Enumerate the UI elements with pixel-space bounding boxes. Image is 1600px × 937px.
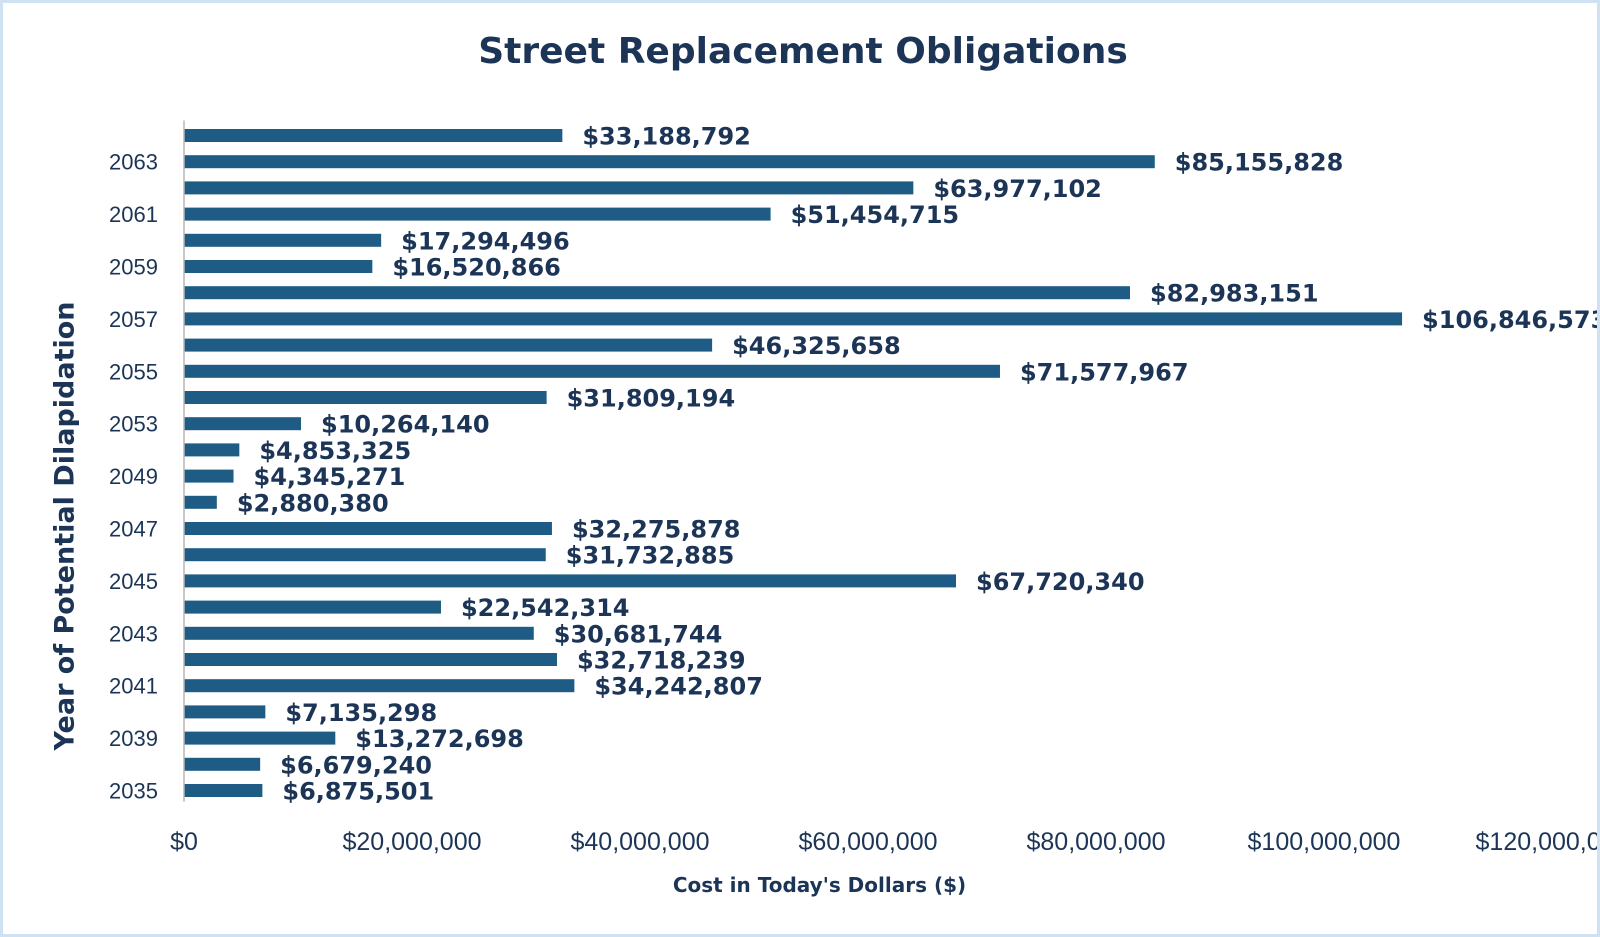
bar-value-label: $10,264,140 xyxy=(321,411,490,439)
bar-value-label: $16,520,866 xyxy=(392,254,561,282)
bar-value-label: $22,542,314 xyxy=(461,594,630,622)
bar-value-label: $85,155,828 xyxy=(1175,149,1344,177)
bar xyxy=(184,364,1000,378)
y-tick-label: 2053 xyxy=(109,412,158,437)
bar xyxy=(184,757,261,771)
bar xyxy=(184,574,957,588)
y-tick-label: 2041 xyxy=(109,674,158,699)
bar-value-label: $71,577,967 xyxy=(1020,358,1189,386)
x-tick-label: $100,000,000 xyxy=(1248,828,1401,856)
x-axis-title: Cost in Today's Dollars ($) xyxy=(672,873,967,897)
bar xyxy=(184,129,563,142)
bar xyxy=(184,155,1155,169)
bar-value-label: $106,846,573 xyxy=(1422,306,1600,334)
y-tick-label: 2043 xyxy=(109,621,158,646)
x-tick-label: $120,000,000 xyxy=(1476,828,1600,856)
bar-value-label: $4,345,271 xyxy=(254,463,406,491)
bar-value-label: $31,809,194 xyxy=(567,385,736,413)
bar-value-label: $67,720,340 xyxy=(976,568,1145,596)
bar xyxy=(184,548,546,562)
bar-value-label: $33,188,792 xyxy=(582,123,751,151)
bar xyxy=(184,495,217,509)
bar xyxy=(184,391,547,404)
bar-value-label: $32,275,878 xyxy=(572,516,741,544)
bar-value-label: $17,294,496 xyxy=(401,227,570,255)
bar-value-label: $51,454,715 xyxy=(791,201,960,229)
value-labels-layer: $6,875,501$6,679,240$13,272,698$7,135,29… xyxy=(237,123,1600,806)
bar xyxy=(184,312,1403,326)
bar-value-label: $7,135,298 xyxy=(285,699,437,727)
bar-value-label: $46,325,658 xyxy=(732,332,901,360)
bar xyxy=(184,731,336,745)
y-tick-label: 2059 xyxy=(109,255,158,280)
y-axis: 2035 2039 2041 2043 2045 2047 2049 2053 2055 2057… xyxy=(109,120,185,804)
y-tick-label: 2061 xyxy=(109,202,158,227)
x-tick-label: $0 xyxy=(170,828,198,856)
bar xyxy=(184,653,557,666)
bar-value-label: $4,853,325 xyxy=(259,437,411,465)
bar-value-label: $32,718,239 xyxy=(577,647,746,675)
y-tick-label: 2057 xyxy=(109,307,158,332)
x-tick-label: $20,000,000 xyxy=(342,828,481,856)
y-tick-label: 2035 xyxy=(109,779,158,804)
y-tick-label: 2045 xyxy=(109,569,158,594)
bar-value-label: $30,681,744 xyxy=(554,620,723,648)
y-tick-label: 2055 xyxy=(109,359,158,384)
y-tick-label: 2039 xyxy=(109,726,158,751)
chart-title: Street Replacement Obligations xyxy=(478,31,1128,72)
bar-value-label: $6,875,501 xyxy=(282,778,434,806)
bar xyxy=(184,522,552,535)
bar-value-label: $6,679,240 xyxy=(280,751,432,779)
y-tick-label: 2047 xyxy=(109,517,158,542)
bar-chart-plot: $6,875,501$6,679,240$13,272,698$7,135,29… xyxy=(109,120,1600,856)
bar xyxy=(184,626,534,640)
bars-layer xyxy=(184,129,1403,797)
bar-value-label: $31,732,885 xyxy=(566,542,735,570)
bar xyxy=(184,679,575,693)
bar xyxy=(184,443,240,457)
bar xyxy=(184,260,373,273)
y-tick-label: 2049 xyxy=(109,464,158,489)
bar xyxy=(184,338,713,352)
bar xyxy=(184,286,1131,300)
x-axis: $0 $20,000,000 $40,000,000 $60,000,000 $80,0… xyxy=(170,828,1600,856)
bar-value-label: $82,983,151 xyxy=(1150,280,1319,308)
y-tick-label: 2063 xyxy=(109,150,158,175)
bar xyxy=(184,233,382,247)
bar-value-label: $13,272,698 xyxy=(355,725,524,753)
bar xyxy=(184,207,771,221)
bar xyxy=(184,600,441,614)
bar-value-label: $2,880,380 xyxy=(237,489,389,517)
bar xyxy=(184,181,914,195)
bar-value-label: $34,242,807 xyxy=(594,673,763,701)
x-tick-label: $80,000,000 xyxy=(1026,828,1165,856)
bar xyxy=(184,417,302,431)
bar xyxy=(184,705,266,719)
bar xyxy=(184,784,263,797)
bar-value-label: $63,977,102 xyxy=(933,175,1102,203)
x-tick-label: $40,000,000 xyxy=(570,828,709,856)
bar xyxy=(184,469,234,483)
x-tick-label: $60,000,000 xyxy=(798,828,937,856)
